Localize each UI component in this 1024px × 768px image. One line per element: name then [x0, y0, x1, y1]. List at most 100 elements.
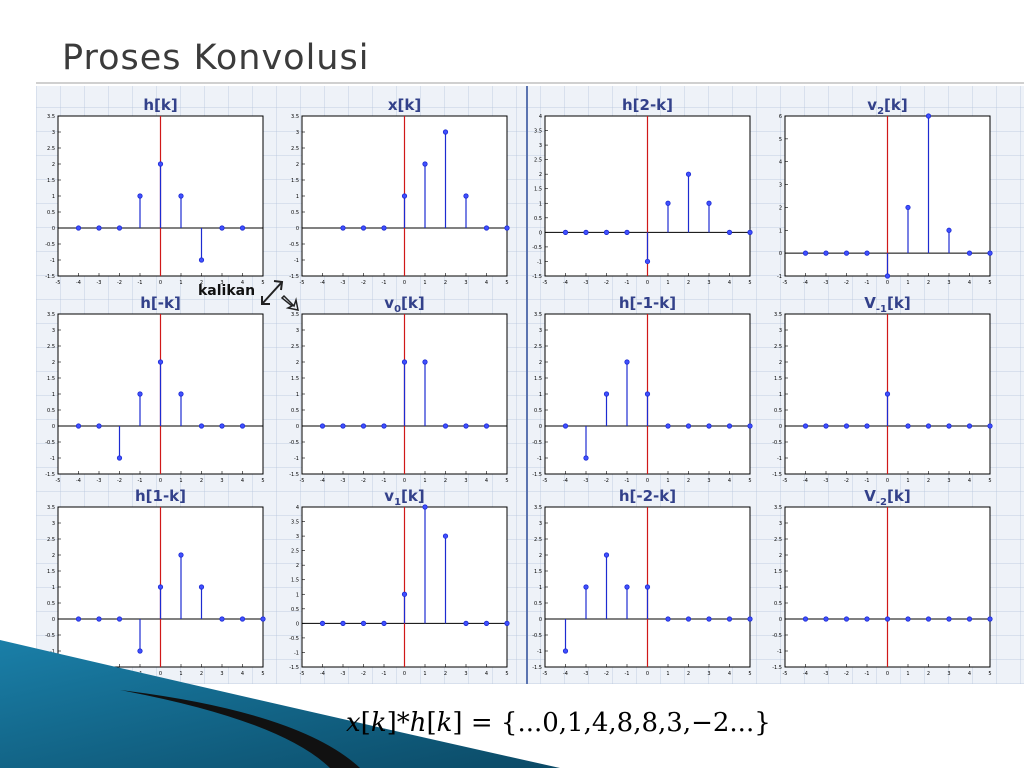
stem-point [685, 171, 692, 177]
x-tick-label: -1 [138, 478, 143, 484]
x-tick-label: -3 [584, 671, 589, 677]
x-tick-label: 5 [748, 478, 751, 484]
stem-point [260, 616, 266, 622]
y-tick-label: 0 [779, 251, 782, 257]
chart-title: h[2-k] [622, 96, 673, 114]
y-tick-label: 2 [296, 360, 299, 366]
x-tick-label: 1 [423, 280, 426, 286]
x-tick-label: -4 [563, 671, 568, 677]
y-tick-label: 1 [296, 592, 299, 598]
y-tick-label: -1.5 [45, 274, 55, 280]
y-tick-label: -0.5 [45, 633, 55, 639]
x-tick-label: -5 [300, 280, 305, 286]
y-tick-label: 1.5 [534, 569, 542, 575]
stem-point [864, 616, 870, 622]
y-tick-label: 1 [52, 392, 55, 398]
stem-point [802, 616, 809, 622]
y-tick-label: 2 [539, 172, 542, 178]
x-tick-label: -1 [865, 671, 870, 677]
y-tick-label: 2.5 [47, 146, 55, 152]
formula-bracket-close: ] [386, 708, 397, 738]
stem-point [157, 359, 164, 365]
x-tick-label: -4 [803, 671, 808, 677]
y-tick-label: 3 [539, 328, 542, 334]
formula-k: k [370, 708, 387, 738]
decorative-swoosh [0, 640, 560, 768]
stem-point [884, 273, 891, 279]
stem-point [583, 584, 589, 590]
stem-point [843, 423, 850, 429]
x-tick-label: 4 [241, 671, 244, 677]
x-tick-label: -3 [341, 280, 346, 286]
y-tick-label: -0.5 [289, 242, 299, 248]
y-tick-label: 1 [296, 194, 299, 200]
x-tick-label: -2 [604, 671, 609, 677]
y-tick-label: 2.5 [291, 344, 299, 350]
stem-point [864, 423, 870, 429]
stem-plot: h[-1-k] -1.5 -1 -0.5 0 0.5 1 1.5 2 2.5 3 3.5 -5 -4 -3 -… [532, 294, 753, 484]
stem-point [442, 533, 449, 539]
y-tick-label: 2.5 [534, 537, 542, 543]
column-divider [526, 86, 528, 684]
y-tick-label: 3 [296, 328, 299, 334]
stem-point [360, 225, 367, 231]
x-tick-label: -4 [320, 280, 325, 286]
y-tick-label: 1 [52, 194, 55, 200]
stem-point [319, 620, 326, 626]
x-tick-label: 4 [241, 280, 244, 286]
x-tick-label: 1 [906, 280, 909, 286]
y-tick-label: 2 [52, 162, 55, 168]
x-tick-label: 2 [200, 478, 203, 484]
chart-title: V-2[k] [864, 487, 910, 508]
stem-point [603, 391, 610, 397]
x-tick-label: -3 [97, 478, 102, 484]
x-tick-label: 0 [646, 280, 649, 286]
x-tick-label: 2 [444, 478, 447, 484]
x-tick-label: -5 [56, 280, 61, 286]
stem-point [843, 250, 850, 256]
stem-point [178, 391, 184, 397]
x-tick-label: -4 [803, 280, 808, 286]
x-tick-label: 2 [687, 478, 690, 484]
y-tick-label: 0.5 [291, 607, 299, 613]
x-tick-label: 0 [159, 478, 162, 484]
x-tick-label: 4 [485, 671, 488, 677]
stem-point [706, 200, 712, 206]
x-tick-label: 0 [646, 671, 649, 677]
x-tick-label: 4 [485, 280, 488, 286]
stem-point [360, 620, 367, 626]
y-tick-label: 4 [539, 114, 542, 120]
y-tick-label: 1 [539, 201, 542, 207]
stem-point [96, 423, 102, 429]
stem-point [624, 359, 630, 365]
x-tick-label: 0 [403, 478, 406, 484]
y-tick-label: -1.5 [772, 665, 782, 671]
stem-point [644, 584, 651, 590]
y-tick-label: 1.5 [47, 376, 55, 382]
stem-point [987, 423, 993, 429]
x-tick-label: -1 [865, 280, 870, 286]
x-tick-label: -3 [341, 478, 346, 484]
chart-title: v0[k] [384, 294, 424, 315]
x-tick-label: 2 [927, 478, 930, 484]
y-tick-label: 0 [539, 424, 542, 430]
stem-point [401, 591, 408, 597]
x-tick-label: 5 [261, 280, 264, 286]
y-tick-label: -1 [294, 258, 299, 264]
x-tick-label: -1 [382, 671, 387, 677]
y-tick-label: 3.5 [47, 114, 55, 120]
stem-point [925, 423, 932, 429]
y-tick-label: 3 [52, 521, 55, 527]
stem-point [747, 423, 753, 429]
y-tick-label: -0.5 [289, 636, 299, 642]
y-tick-label: 3 [296, 534, 299, 540]
x-tick-label: 0 [646, 478, 649, 484]
stem-point [381, 225, 387, 231]
y-tick-label: -0.5 [532, 245, 542, 251]
stem-point [483, 620, 490, 626]
stem-point [75, 225, 82, 231]
stem-point [319, 423, 326, 429]
x-tick-label: 3 [464, 671, 467, 677]
y-tick-label: -1 [50, 258, 55, 264]
y-tick-label: 1.5 [291, 178, 299, 184]
